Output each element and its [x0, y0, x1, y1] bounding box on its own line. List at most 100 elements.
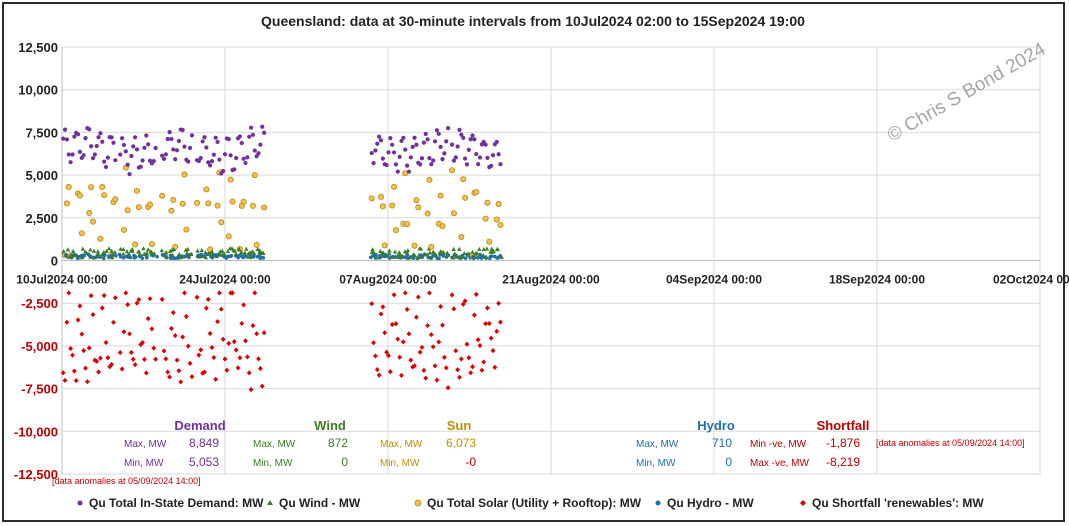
wind-point — [484, 246, 490, 251]
shortfall-point — [399, 372, 404, 378]
shortfall-point — [490, 348, 496, 354]
solar-point — [159, 192, 166, 199]
shortfall-point — [180, 334, 186, 340]
demand-point — [472, 137, 477, 142]
demand-point — [207, 163, 213, 168]
demand-point — [134, 147, 140, 152]
wind-point — [167, 248, 173, 253]
shortfall-point — [101, 292, 107, 299]
demand-point — [256, 151, 261, 156]
demand-point — [142, 145, 147, 150]
wind-point — [144, 250, 150, 255]
shortfall-point — [457, 374, 462, 380]
x-tick-label: 21Aug2024 00:00 — [502, 273, 600, 287]
demand-point — [123, 149, 128, 154]
demand-point — [423, 131, 428, 137]
wind-point — [91, 248, 97, 253]
demand-point — [70, 152, 75, 157]
shortfall-point — [68, 345, 74, 352]
wind-point — [210, 253, 216, 258]
demand-point — [204, 145, 209, 150]
wind-point — [141, 246, 146, 251]
wind-point — [462, 250, 467, 256]
hydro-point — [121, 255, 126, 260]
hydro-point — [128, 255, 133, 260]
shortfall-point — [84, 379, 90, 385]
shortfall-point — [81, 348, 87, 354]
demand-point — [390, 142, 395, 147]
wind-point — [121, 251, 126, 256]
solar-point — [88, 184, 95, 191]
demand-point — [103, 164, 109, 170]
wind-point — [110, 255, 115, 260]
shortfall-point — [105, 355, 111, 361]
demand-point — [94, 143, 99, 149]
shortfall-point — [462, 298, 468, 304]
demand-point — [83, 136, 88, 141]
hydro-point — [476, 255, 480, 260]
demand-point — [198, 155, 203, 161]
wind-point — [95, 251, 101, 256]
demand-point — [153, 145, 158, 151]
wind-point — [95, 249, 101, 254]
solar-point — [389, 202, 396, 209]
demand-point — [232, 167, 237, 172]
stat-hydro-max: 710 — [712, 436, 732, 450]
solar-point — [133, 187, 140, 194]
solar-point — [413, 197, 420, 204]
wind-point — [452, 251, 458, 256]
x-axis: 10Jul2024 00:00 24Jul2024 00:00 07Aug2024 … — [16, 273, 1069, 287]
demand-point — [102, 159, 107, 164]
shortfall-point — [230, 290, 235, 296]
shortfall-point — [376, 372, 382, 378]
shortfall-point — [380, 304, 386, 310]
shortfall-point — [103, 339, 109, 346]
y-tick-label: 12,500 — [18, 40, 58, 55]
demand-point — [92, 152, 97, 157]
y-tick-label: -12,500 — [14, 467, 58, 482]
solar-point — [99, 184, 106, 191]
shortfall-point — [142, 356, 147, 362]
solar-point — [497, 221, 504, 228]
demand-point — [408, 155, 413, 160]
shortfall-point — [483, 321, 488, 327]
solar-point — [415, 204, 422, 211]
wind-point — [445, 253, 450, 258]
demand-point — [245, 155, 250, 160]
stat-shortfall-max-label: Min -ve, MW — [750, 439, 807, 450]
solar-point — [132, 241, 139, 248]
wind-point — [457, 246, 462, 251]
hydro-point — [145, 255, 149, 260]
wind-point — [104, 248, 109, 253]
wind-point — [171, 246, 177, 252]
wind-point — [222, 251, 227, 256]
demand-point — [138, 164, 143, 169]
solar-point — [124, 207, 131, 214]
stat-hydro-min-label: Min, MW — [636, 458, 676, 469]
shortfall-point — [415, 294, 421, 300]
wind-point — [186, 253, 191, 258]
demand-point — [217, 157, 222, 162]
shortfall-point — [209, 344, 215, 351]
demand-point — [476, 162, 481, 167]
anomaly-note-right: [data anomalies at 05/09/2024 14:00] — [876, 438, 1025, 448]
demand-point — [453, 155, 458, 160]
wind-point — [159, 248, 164, 253]
shortfall-point — [189, 374, 195, 380]
wind-point — [400, 253, 405, 258]
wind-point — [470, 249, 475, 254]
solar-point — [261, 204, 268, 211]
demand-point — [477, 155, 483, 160]
shortfall-point — [174, 357, 180, 363]
legend-marker — [800, 500, 806, 506]
wind-point — [124, 249, 130, 254]
shortfall-point — [218, 306, 224, 312]
shortfall-point — [163, 356, 169, 362]
stat-shortfall-min-label: Max -ve, MW — [750, 458, 809, 469]
shortfall-point — [182, 290, 187, 296]
shortfall-point — [73, 377, 79, 384]
solar-point — [63, 200, 70, 207]
x-tick-label: 24Jul2024 00:00 — [179, 273, 271, 287]
shortfall-point — [250, 323, 256, 329]
demand-point — [215, 139, 220, 145]
